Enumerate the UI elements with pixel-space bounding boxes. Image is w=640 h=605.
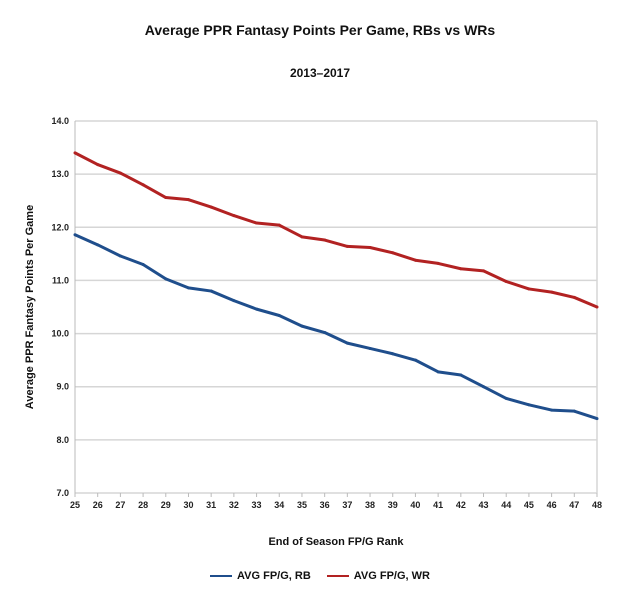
data-point [96,163,100,167]
data-point [504,396,508,400]
data-point [459,373,463,377]
data-point [255,221,259,225]
data-point [232,299,236,303]
data-point [73,233,77,237]
data-point [572,409,576,413]
x-tick-label: 40 [410,500,420,510]
y-tick-label: 10.0 [51,329,69,339]
data-point [186,286,190,290]
data-point [96,243,100,247]
x-tick-label: 26 [93,500,103,510]
data-point [527,403,531,407]
y-tick-label: 12.0 [51,222,69,232]
data-point [232,214,236,218]
x-tick-label: 33 [252,500,262,510]
data-point [164,277,168,281]
x-tick-label: 41 [433,500,443,510]
data-point [550,408,554,412]
data-point [595,417,599,421]
data-point [368,346,372,350]
x-tick-label: 28 [138,500,148,510]
chart-title: Average PPR Fantasy Points Per Game, RBs… [144,22,496,38]
x-tick-label: 39 [388,500,398,510]
data-point [482,269,486,273]
data-point [186,198,190,202]
data-point [118,171,122,175]
data-point [300,324,304,328]
data-point [482,385,486,389]
data-point [413,258,417,262]
legend-label-wr: AVG FP/G, WR [353,570,430,582]
legend-item-rb: AVG FP/G, RB [210,570,311,582]
x-tick-label: 30 [183,500,193,510]
data-point [300,235,304,239]
legend-swatch-wr [326,575,349,577]
series-line-rb [74,233,598,421]
data-point [572,295,576,299]
x-tick-label: 27 [115,500,125,510]
y-tick-label: 9.0 [56,382,69,392]
data-point [277,314,281,318]
data-point [413,358,417,362]
x-tick-label: 44 [501,500,511,510]
data-point [118,254,122,258]
chart-subtitle: 2013–2017 [289,66,351,80]
y-tick-label: 7.0 [56,488,69,498]
data-point [459,267,463,271]
data-point [368,245,372,249]
y-tick-label: 14.0 [51,116,69,126]
data-point [323,238,327,242]
data-point [73,151,77,155]
x-tick-label: 36 [320,500,330,510]
data-point [277,223,281,227]
data-point [323,331,327,335]
x-axis-label: End of Season FP/G Rank [268,536,404,548]
legend-swatch-rb [210,575,233,577]
x-tick-label: 34 [274,500,284,510]
y-tick-label: 11.0 [52,275,69,285]
x-tick-label: 35 [297,500,307,510]
data-point [141,183,145,187]
y-axis-label: Average PPR Fantasy Points Per Game [24,205,36,409]
data-point [345,341,349,345]
x-tick-label: 38 [365,500,375,510]
x-tick-label: 43 [479,500,489,510]
x-tick-label: 32 [229,500,239,510]
data-point [164,196,168,200]
data-point [595,305,599,309]
x-tick-label: 29 [161,500,171,510]
x-tick-label: 48 [592,500,602,510]
data-point [527,287,531,291]
data-point [141,262,145,266]
data-point [345,244,349,248]
data-point [209,205,213,209]
data-point [436,370,440,374]
x-tick-label: 42 [456,500,466,510]
data-point [255,307,259,311]
x-tick-label: 31 [206,500,216,510]
data-point [550,290,554,294]
data-point [504,279,508,283]
series-line-wr [74,151,598,309]
x-tick-label: 47 [569,500,579,510]
x-tick-label: 25 [70,500,80,510]
x-tick-label: 46 [547,500,557,510]
data-point [391,352,395,356]
data-point [209,289,213,293]
legend-item-wr: AVG FP/G, WR [326,570,430,582]
legend-label-rb: AVG FP/G, RB [237,570,311,582]
y-tick-label: 13.0 [51,169,69,179]
data-point [391,251,395,255]
x-tick-label: 37 [342,500,352,510]
data-point [436,261,440,265]
y-tick-label: 8.0 [56,435,69,445]
x-tick-label: 45 [524,500,534,510]
legend: AVG FP/G, RB AVG FP/G, WR [0,570,640,582]
